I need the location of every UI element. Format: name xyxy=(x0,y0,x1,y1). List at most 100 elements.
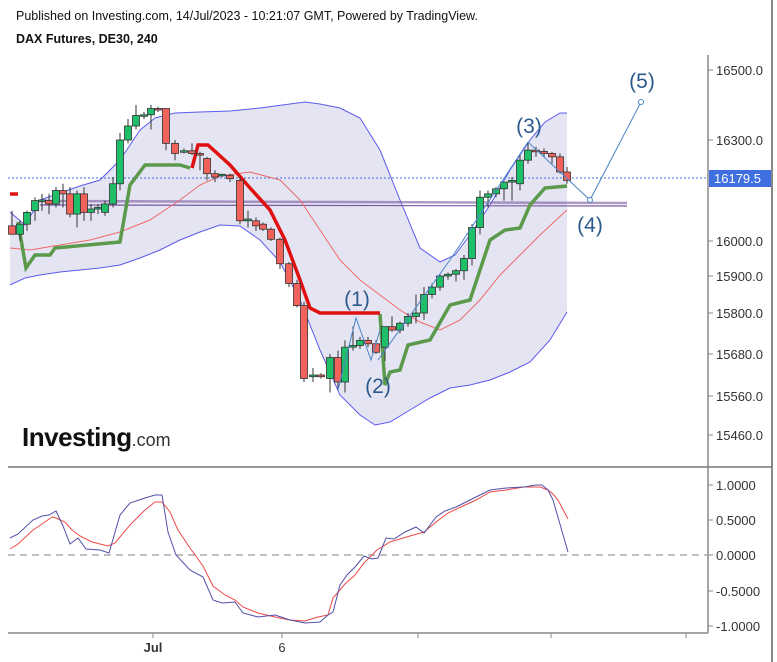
current-price-tag: 16179.5 xyxy=(709,170,771,187)
candle xyxy=(45,200,53,205)
time-tick-label: Jul xyxy=(144,640,163,655)
candle xyxy=(492,188,500,195)
price-tick-label: 16500.0 xyxy=(716,63,763,78)
candle xyxy=(388,326,396,331)
candle xyxy=(436,275,444,288)
candle xyxy=(140,114,148,117)
candle xyxy=(226,174,234,180)
price-tick-label: 15460.0 xyxy=(716,428,763,443)
candle xyxy=(300,305,308,379)
candle xyxy=(276,238,284,265)
candle xyxy=(563,171,571,181)
candle xyxy=(196,153,204,156)
oscillator-d-line xyxy=(9,486,569,622)
candle xyxy=(109,183,117,205)
wave-label: (4) xyxy=(577,214,603,237)
candle xyxy=(73,193,81,215)
candle xyxy=(124,125,132,141)
candle xyxy=(404,316,412,324)
candle xyxy=(8,225,16,235)
candle xyxy=(364,339,372,345)
logo-text: Investing xyxy=(22,422,132,452)
candle xyxy=(236,179,244,222)
price-tick-label: 16300.0 xyxy=(716,133,763,148)
candle xyxy=(80,193,88,213)
oscillator-tick-label: -0.5000 xyxy=(716,584,760,599)
candlesticks xyxy=(8,105,571,393)
candle xyxy=(285,263,293,284)
candle xyxy=(171,142,179,154)
price-tick-label: 15680.0 xyxy=(716,347,763,362)
candle xyxy=(356,339,364,346)
price-tick-label: 15800.0 xyxy=(716,306,763,321)
oscillator-axis-ticks: 1.0000 0.5000 0.0000 -0.5000 -1.0000 xyxy=(708,478,760,634)
candle xyxy=(508,179,516,183)
candle xyxy=(259,223,267,230)
oscillator-k-line xyxy=(9,484,569,624)
candle xyxy=(444,273,452,277)
candle xyxy=(516,159,524,185)
candle xyxy=(38,199,46,202)
price-tick-label: 15900.0 xyxy=(716,269,763,284)
wave-label: (5) xyxy=(629,70,655,93)
candle xyxy=(267,228,275,240)
oscillator-tick-label: 0.0000 xyxy=(716,548,756,563)
wave-label: (2) xyxy=(365,375,391,398)
candle xyxy=(293,282,301,306)
candle xyxy=(317,374,325,378)
candle xyxy=(188,150,196,154)
candle xyxy=(452,270,460,275)
oscillator-tick-label: 1.0000 xyxy=(716,478,756,493)
candle xyxy=(132,115,140,127)
candle xyxy=(460,258,468,272)
candle xyxy=(341,346,349,383)
candle xyxy=(468,227,476,259)
candle xyxy=(180,150,188,153)
wave-label: (1) xyxy=(344,288,370,311)
chart-title: DAX Futures, DE30, 240 xyxy=(16,32,158,46)
candle xyxy=(420,294,428,314)
candle xyxy=(524,149,532,161)
wave-label: (3) xyxy=(516,115,542,138)
candle xyxy=(326,357,334,379)
oscillator-lines xyxy=(9,484,569,624)
candle xyxy=(548,153,556,158)
candle xyxy=(23,211,31,225)
candle xyxy=(94,206,102,210)
candle xyxy=(66,193,74,215)
candle xyxy=(540,151,548,154)
logo-suffix: .com xyxy=(131,430,171,450)
time-tick-label: 6 xyxy=(278,640,285,655)
candle xyxy=(211,173,219,178)
candle xyxy=(203,158,211,175)
candle xyxy=(162,108,170,144)
candle xyxy=(244,218,252,222)
time-axis-ticks: Jul 6 xyxy=(144,633,687,655)
candle xyxy=(252,220,260,227)
candle xyxy=(381,326,389,348)
candle xyxy=(52,190,60,205)
candle xyxy=(154,108,162,111)
candle xyxy=(218,173,226,177)
candle xyxy=(59,190,67,195)
candle xyxy=(31,200,39,212)
candle xyxy=(412,312,420,317)
price-axis-ticks: 16500.0 16300.0 16000.0 15900.0 15800.0 15680… xyxy=(708,63,763,443)
candle xyxy=(16,223,24,235)
candle xyxy=(147,108,155,116)
elliott-waves: (1) (2) (3) (4) (5) xyxy=(337,70,655,398)
candle xyxy=(116,139,124,185)
candle xyxy=(500,181,508,190)
published-info: Published on Investing.com, 14/Jul/2023 … xyxy=(16,9,478,23)
investing-logo: Investing.com xyxy=(22,422,171,453)
candle xyxy=(349,345,357,348)
candle xyxy=(428,286,436,295)
price-tick-label: 16000.0 xyxy=(716,234,763,249)
candle xyxy=(484,193,492,198)
candle xyxy=(309,374,317,378)
oscillator-tick-label: 0.5000 xyxy=(716,513,756,528)
oscillator-tick-label: -1.0000 xyxy=(716,619,760,634)
price-tick-label: 15560.0 xyxy=(716,389,763,404)
candle xyxy=(101,203,109,213)
